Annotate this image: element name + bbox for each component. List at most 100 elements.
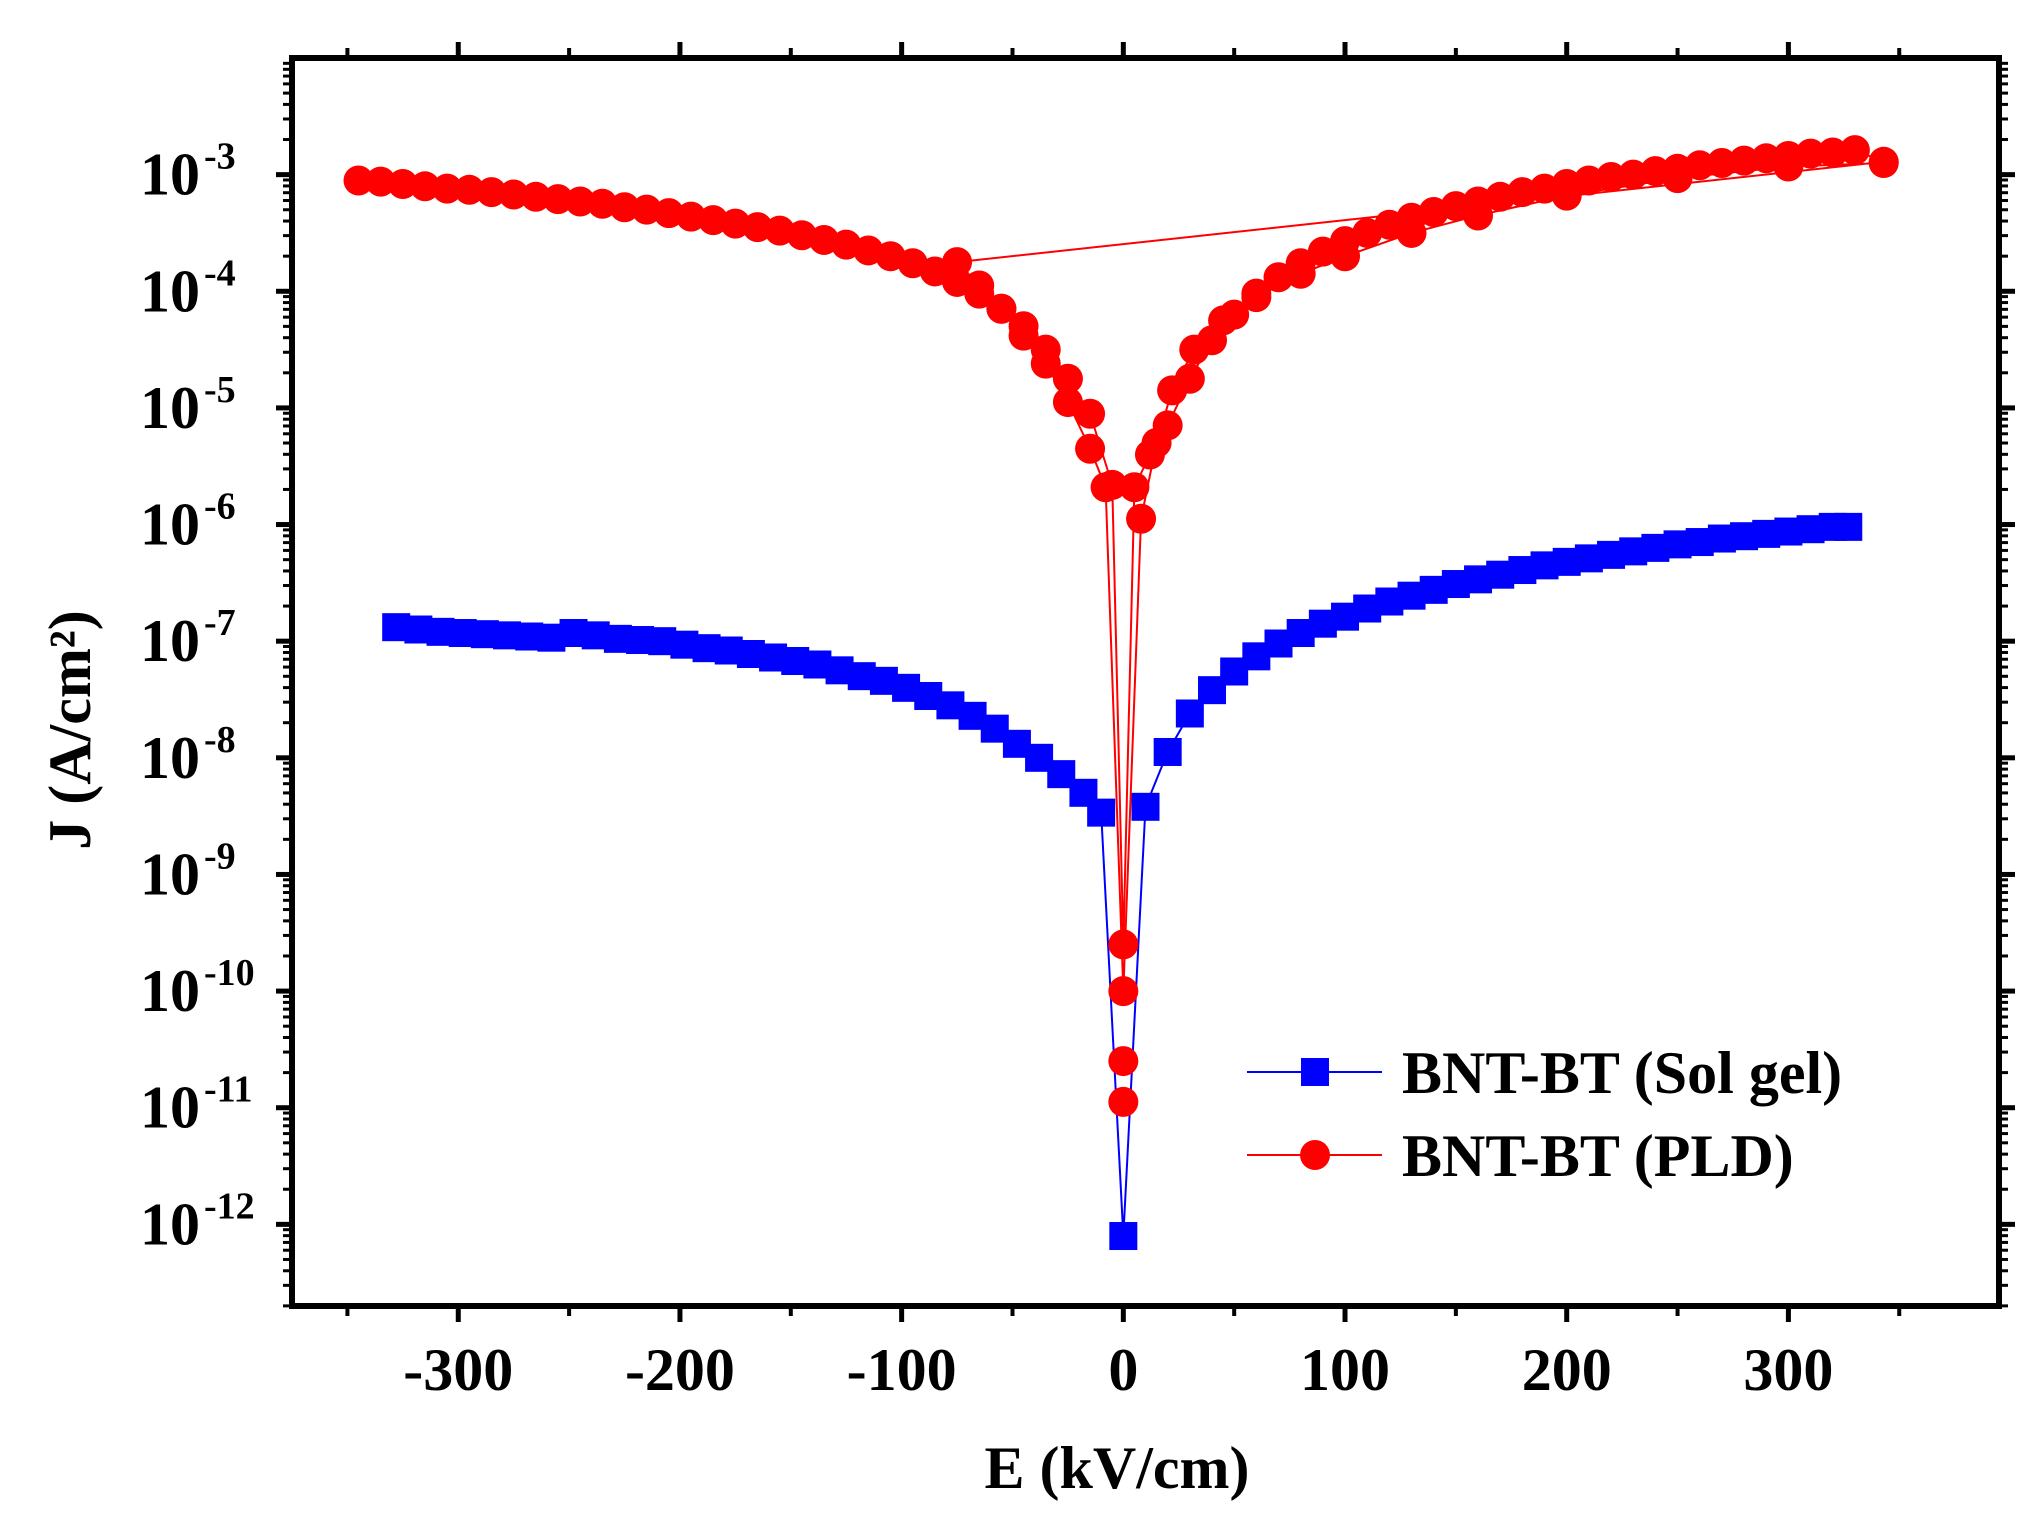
x-tick-label: 300 [1743, 1337, 1833, 1403]
data-point [1108, 1086, 1139, 1117]
x-tick-label: 100 [1300, 1337, 1390, 1403]
data-point [543, 184, 574, 215]
legend-entry-sol-gel: BNT-BT (Sol gel) [1247, 1040, 1842, 1106]
plot-frame [289, 55, 2002, 1309]
legend-marker-sol-gel [1301, 1058, 1329, 1086]
data-point [1729, 145, 1760, 176]
legend-label-sol-gel: BNT-BT (Sol gel) [1402, 1040, 1842, 1106]
data-point [432, 173, 463, 204]
data-point [343, 165, 374, 196]
data-point [1030, 348, 1061, 379]
y-tick-label: 10 [140, 1191, 200, 1257]
y-tick-label: 10 [140, 841, 200, 907]
data-point [498, 179, 529, 210]
data-point [1119, 472, 1150, 503]
data-point [387, 168, 418, 199]
data-point [631, 194, 662, 225]
legend: BNT-BT (Sol gel) BNT-BT (PLD) [1247, 1040, 1842, 1189]
data-point [1285, 258, 1316, 289]
data-point [410, 171, 441, 202]
x-axis-title: E (kV/cm) [985, 1435, 1250, 1501]
legend-label-pld: BNT-BT (PLD) [1402, 1123, 1794, 1189]
data-point [1109, 1222, 1138, 1251]
y-tick-label: 10 [140, 608, 200, 674]
data-point [1551, 180, 1582, 211]
legend-entry-pld: BNT-BT (PLD) [1247, 1123, 1794, 1189]
y-tick-label: 10 [140, 492, 200, 558]
x-tick-label: 0 [1108, 1337, 1138, 1403]
series-line [358, 149, 1885, 992]
x-tick-label: -200 [625, 1337, 735, 1403]
y-tick-label-exponent: -7 [204, 602, 236, 644]
data-point [742, 212, 773, 243]
data-point [676, 201, 707, 232]
x-tick-label: -300 [403, 1337, 513, 1403]
y-tick-label: 10 [140, 725, 200, 791]
data-point [1208, 305, 1239, 336]
data-point [986, 293, 1017, 324]
data-point [609, 192, 640, 223]
data-point [1087, 798, 1116, 827]
data-point [1662, 163, 1693, 194]
y-axis-title: J (A/cm²) [37, 610, 103, 850]
data-point [1108, 976, 1139, 1007]
data-point [1179, 334, 1210, 365]
data-point [1263, 262, 1294, 293]
y-tick-label-exponent: -8 [204, 719, 236, 761]
ticks-layer [276, 42, 2015, 1322]
data-point [1141, 427, 1172, 458]
data-point [520, 181, 551, 212]
series-layer [343, 135, 1899, 1251]
y-tick-label-exponent: -9 [204, 835, 236, 877]
y-tick-label: 10 [140, 958, 200, 1024]
data-point [1153, 737, 1182, 766]
data-point [1052, 363, 1083, 394]
data-point [1126, 503, 1157, 534]
data-point [587, 188, 618, 219]
x-tick-label: 200 [1522, 1337, 1612, 1403]
data-point [1817, 137, 1848, 168]
data-point [1131, 792, 1160, 821]
data-point [964, 270, 995, 301]
data-point [1241, 282, 1272, 313]
data-point [1684, 150, 1715, 181]
series-sol-gel [382, 512, 1863, 1251]
data-point [1795, 138, 1826, 169]
data-point [1075, 398, 1106, 429]
y-tick-label-exponent: -6 [204, 486, 236, 528]
data-point [454, 174, 485, 205]
data-point [1108, 929, 1139, 960]
data-point [1596, 161, 1627, 192]
data-point [1834, 512, 1863, 541]
y-tick-label-exponent: -10 [204, 952, 255, 994]
data-point [1008, 320, 1039, 351]
y-tick-label-exponent: -12 [204, 1185, 255, 1227]
data-point [698, 205, 729, 236]
y-tick-label: 10 [140, 1075, 200, 1141]
data-point [1330, 241, 1361, 272]
data-point [1868, 147, 1899, 178]
data-point [1052, 387, 1083, 418]
y-tick-label: 10 [140, 142, 200, 208]
data-point [365, 166, 396, 197]
data-point [1507, 177, 1538, 208]
data-point [565, 186, 596, 217]
data-point [1573, 165, 1604, 196]
data-point [942, 247, 973, 278]
data-point [1090, 472, 1121, 503]
data-point [1618, 159, 1649, 190]
y-tick-label-exponent: -5 [204, 369, 236, 411]
data-point [1773, 151, 1804, 182]
legend-marker-pld [1300, 1140, 1330, 1170]
data-point [1463, 200, 1494, 231]
y-tick-label-exponent: -3 [204, 136, 236, 178]
data-point [1157, 375, 1188, 406]
data-point [1839, 135, 1870, 166]
y-tick-label-exponent: -11 [204, 1069, 253, 1111]
data-point [1075, 433, 1106, 464]
data-point [1706, 147, 1737, 178]
y-tick-label: 10 [140, 375, 200, 441]
data-point [476, 177, 507, 208]
series-pld [343, 135, 1899, 1117]
